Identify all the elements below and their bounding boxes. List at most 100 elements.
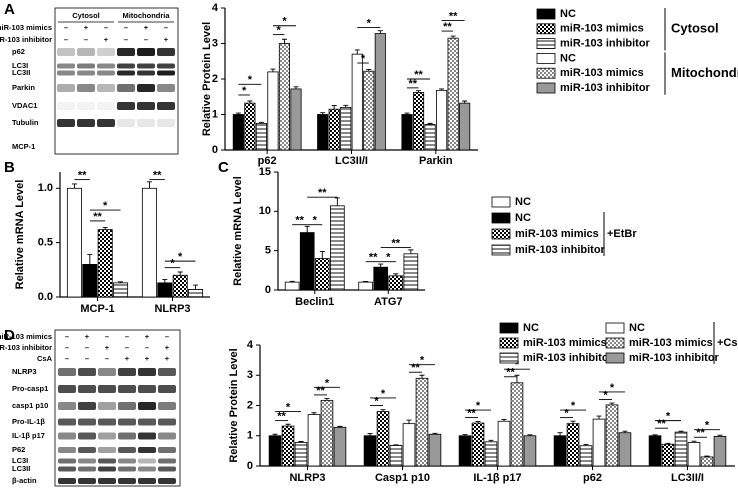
- panel-letter: D: [4, 327, 15, 344]
- significance-label: *: [242, 85, 247, 97]
- band: [58, 447, 76, 453]
- treatment-sign: –: [165, 332, 169, 341]
- legend-label: NC: [560, 52, 576, 64]
- y-tick-label: 1.0: [38, 182, 53, 194]
- legend-note: +EtBr: [607, 228, 637, 240]
- error-bar: [475, 421, 481, 424]
- significance-label: *: [386, 252, 391, 264]
- x-tick-label: LC3II/I: [335, 155, 368, 167]
- band: [98, 368, 116, 376]
- band: [138, 368, 156, 376]
- error-bar: [334, 197, 340, 206]
- bar: [458, 435, 472, 467]
- bar: [299, 232, 315, 291]
- band: [157, 70, 175, 76]
- treatment-sign: –: [104, 23, 108, 32]
- significance-label: *: [705, 420, 710, 432]
- legend-group-label: Mitochondria: [671, 65, 738, 80]
- error-bar: [366, 68, 372, 72]
- bar: [648, 435, 662, 467]
- legend-swatch: [499, 322, 519, 334]
- band: [97, 102, 115, 110]
- treatment-sign: –: [125, 332, 129, 341]
- band: [98, 418, 116, 426]
- band: [78, 458, 96, 464]
- treatment-label: miR-103 mimics: [0, 332, 52, 341]
- band-label: LC3I: [12, 61, 28, 70]
- y-tick-label: 0: [212, 144, 218, 156]
- bar: [244, 102, 256, 151]
- legend-label: miR-103 mimics: [560, 67, 644, 79]
- y-axis-title: Relative mRNA Level: [14, 180, 26, 290]
- y-tick-label: 10: [259, 205, 271, 217]
- band: [58, 458, 76, 464]
- bar: [363, 435, 377, 467]
- band: [57, 63, 75, 69]
- band: [97, 48, 115, 56]
- error-bar: [193, 284, 199, 290]
- y-tick-label: 3: [212, 37, 218, 49]
- x-tick-label: LC3II/I: [671, 472, 704, 484]
- y-tick-label: 2: [247, 399, 253, 411]
- legend-label: NC: [523, 322, 539, 334]
- legend-swatch: [605, 337, 625, 349]
- treatment-sign: –: [124, 35, 128, 44]
- treatment-sign: +: [165, 354, 170, 363]
- band: [57, 84, 75, 92]
- x-tick-label: Beclin1: [295, 296, 334, 308]
- treatment-sign: –: [145, 343, 149, 352]
- bar: [66, 187, 82, 298]
- legend-label: NC: [515, 196, 531, 208]
- band: [138, 418, 156, 426]
- band: [157, 48, 175, 56]
- band: [138, 478, 156, 484]
- treatment-label: miR-103 mimics: [0, 23, 52, 32]
- legend-swatch: [605, 322, 625, 334]
- band: [77, 70, 95, 76]
- bar: [471, 422, 485, 467]
- bar: [388, 275, 404, 291]
- legend-label: miR-103 mimics: [629, 337, 713, 349]
- legend-label: miR-103 inhibitor: [560, 38, 651, 50]
- error-bar: [272, 433, 278, 436]
- significance-label: **: [506, 367, 515, 379]
- y-axis-title: Relative mRNA Level: [232, 176, 244, 286]
- bar: [290, 88, 302, 151]
- significance-label: **: [443, 21, 452, 33]
- band: [118, 447, 136, 453]
- error-bar: [247, 100, 253, 104]
- bar: [459, 102, 471, 151]
- bar: [523, 435, 537, 467]
- treatment-sign: –: [64, 35, 68, 44]
- error-bar: [285, 423, 291, 427]
- legend-label: miR-103 mimics: [560, 23, 644, 35]
- bar: [267, 71, 279, 151]
- significance-label: *: [178, 251, 183, 263]
- band: [137, 70, 155, 76]
- x-tick-label: p62: [258, 155, 277, 167]
- band: [117, 119, 135, 127]
- treatment-sign: +: [105, 343, 110, 352]
- band-label: casp1 p10: [12, 401, 48, 410]
- bar: [141, 187, 157, 298]
- bar: [579, 445, 593, 467]
- legend-swatch: [536, 8, 556, 20]
- band: [157, 119, 175, 127]
- error-bar: [331, 105, 337, 110]
- band: [97, 84, 115, 92]
- treatment-sign: –: [144, 35, 148, 44]
- band: [77, 84, 95, 92]
- band: [97, 70, 115, 76]
- y-tick-label: 2: [212, 73, 218, 85]
- treatment-sign: +: [165, 343, 170, 352]
- error-bar: [298, 441, 304, 443]
- band: [57, 119, 75, 127]
- band-label: P62: [12, 445, 25, 454]
- y-axis-title: Relative Protein Level: [228, 348, 240, 462]
- error-bar: [270, 68, 276, 72]
- significance-label: *: [325, 377, 330, 389]
- error-bar: [704, 455, 710, 457]
- significance-label: *: [313, 215, 318, 227]
- error-bar: [235, 112, 241, 115]
